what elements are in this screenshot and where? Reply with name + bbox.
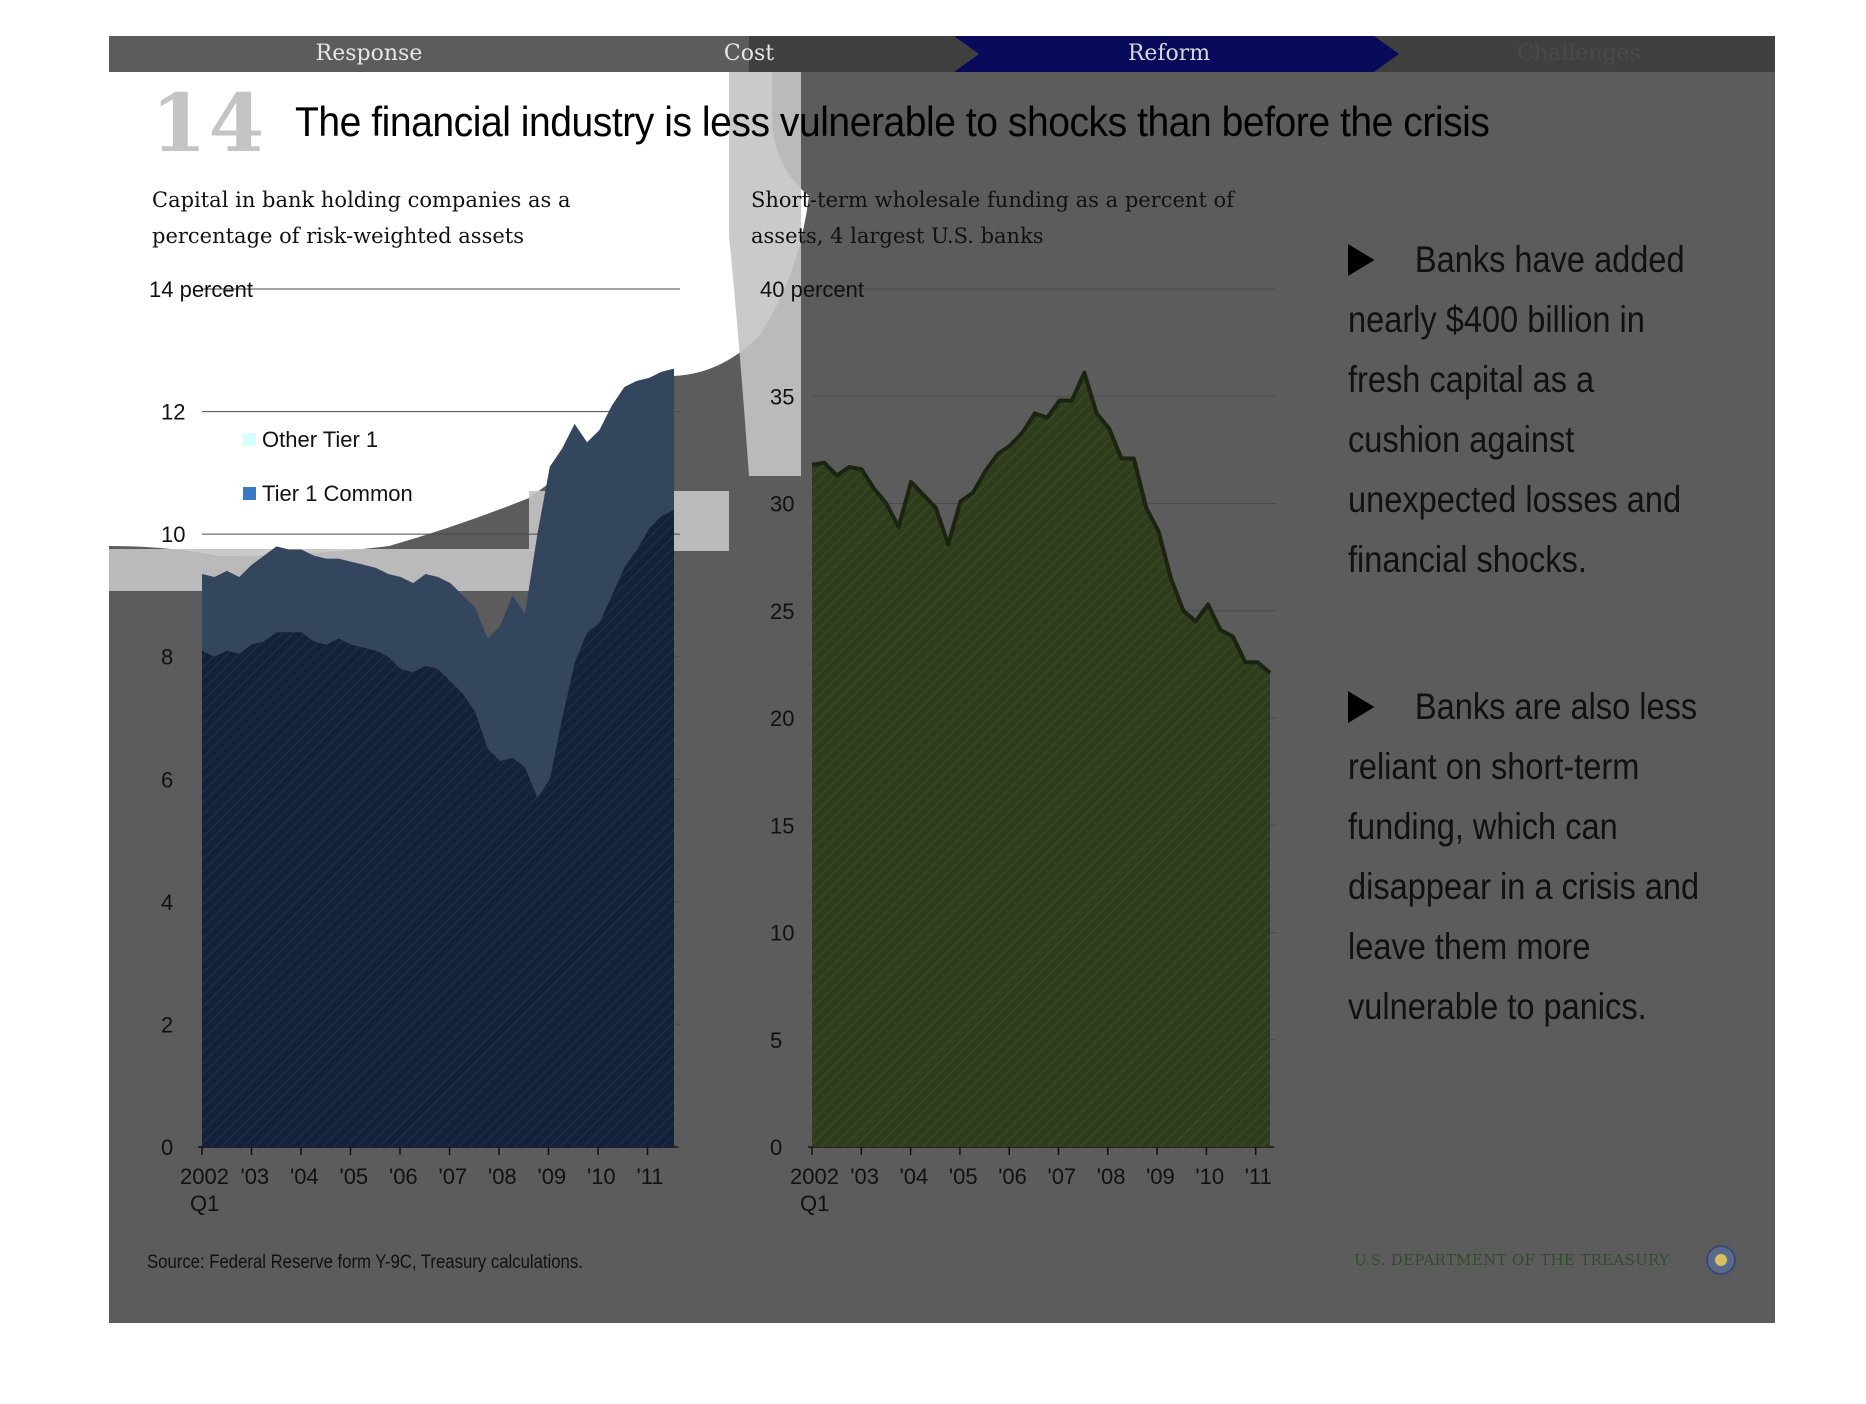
x-tick-label: '04 [290, 1164, 319, 1189]
y-tick-label: 6 [161, 767, 173, 792]
y-tick-label: 25 [770, 599, 794, 624]
x-tick-label: '04 [900, 1164, 929, 1189]
x-tick-sublabel: Q1 [190, 1191, 219, 1216]
slide-number: 14 [151, 76, 267, 170]
y-tick-label: 15 [770, 813, 794, 838]
legend-label: Tier 1 Common [262, 481, 413, 506]
x-tick-label: '07 [1048, 1164, 1077, 1189]
x-tick-label: '06 [998, 1164, 1027, 1189]
y-tick-label: 35 [770, 384, 794, 409]
page-title: The financial industry is less vulnerabl… [295, 98, 1490, 145]
x-tick-label: '05 [340, 1164, 369, 1189]
x-tick-label: '06 [389, 1164, 418, 1189]
x-tick-sublabel: Q1 [800, 1191, 829, 1216]
x-tick-label: '10 [1195, 1164, 1224, 1189]
chart1-title: Capital in bank holding companies as a p… [152, 188, 571, 248]
x-tick-label: '07 [439, 1164, 468, 1189]
x-tick-label: '11 [1245, 1164, 1272, 1189]
nav-tab-challenges[interactable]: Challenges [1517, 41, 1641, 66]
legend-swatch [243, 487, 256, 500]
x-tick-label: 2002 [790, 1164, 839, 1189]
slide: Response Cost Reform Challenges 14 The f… [109, 36, 1775, 1323]
source-note: Source: Federal Reserve form Y-9C, Treas… [147, 1252, 583, 1273]
area-other-tier1 [202, 368, 674, 798]
x-tick-label: '10 [587, 1164, 616, 1189]
nav-tab-reform[interactable]: Reform [1127, 41, 1211, 66]
x-tick-label: '08 [488, 1164, 517, 1189]
x-tick-label: '03 [850, 1164, 879, 1189]
unit-label: 40 percent [760, 277, 864, 302]
x-tick-label: 2002 [180, 1164, 229, 1189]
x-tick-label: '08 [1097, 1164, 1126, 1189]
legend-label: Other Tier 1 [262, 427, 378, 452]
x-tick-label: '09 [1146, 1164, 1175, 1189]
nav-tab-cost[interactable]: Cost [723, 41, 775, 66]
triangle-bullet-icon [1348, 244, 1375, 276]
nav-tab-response[interactable]: Response [315, 41, 423, 66]
chart2-title: Short-term wholesale funding as a percen… [751, 188, 1234, 248]
treasury-label: U.S. DEPARTMENT OF THE TREASURY [1354, 1251, 1670, 1269]
y-tick-label: 10 [161, 522, 185, 547]
triangle-bullet-icon [1348, 691, 1375, 723]
unit-label: 14 percent [149, 277, 253, 302]
x-tick-label: '03 [241, 1164, 270, 1189]
y-tick-label: 5 [770, 1028, 782, 1053]
treasury-seal-icon [1706, 1245, 1736, 1275]
bullet-funding: Banks are also less reliant on short-ter… [1348, 686, 1700, 1027]
area-hatch [812, 372, 1270, 1147]
y-tick-label: 12 [161, 400, 185, 425]
y-tick-label: 2 [161, 1012, 173, 1037]
y-tick-label: 10 [770, 921, 794, 946]
y-tick-label: 0 [161, 1135, 173, 1160]
series-line [811, 370, 1272, 675]
chart-capital: 0 2 4 6 8 10 12 14 percent 2002 '03 '04 '05 '06 '07 '0… [149, 277, 680, 1216]
nav-bar [749, 36, 1775, 72]
y-tick-label: 0 [770, 1135, 782, 1160]
y-tick-label: 8 [161, 645, 173, 670]
y-tick-label: 20 [770, 706, 794, 731]
x-tick-label: '09 [538, 1164, 567, 1189]
charts-canvas: 0 2 4 6 8 10 12 14 percent 2002 '03 '04 '05 '06 '07 '0… [149, 277, 1276, 1216]
x-tick-label: '05 [949, 1164, 978, 1189]
legend-swatch [243, 433, 256, 446]
x-tick-label: '11 [637, 1164, 664, 1189]
y-tick-label: 4 [161, 890, 173, 915]
area-hatch [202, 509, 674, 1148]
bullet-capital: Banks have added nearly $400 billion in … [1348, 239, 1685, 580]
y-tick-label: 30 [770, 492, 794, 517]
chart-funding: 0 5 10 15 20 25 30 35 40 percent 2002 '03 '04 '05 '06… [760, 277, 1276, 1216]
